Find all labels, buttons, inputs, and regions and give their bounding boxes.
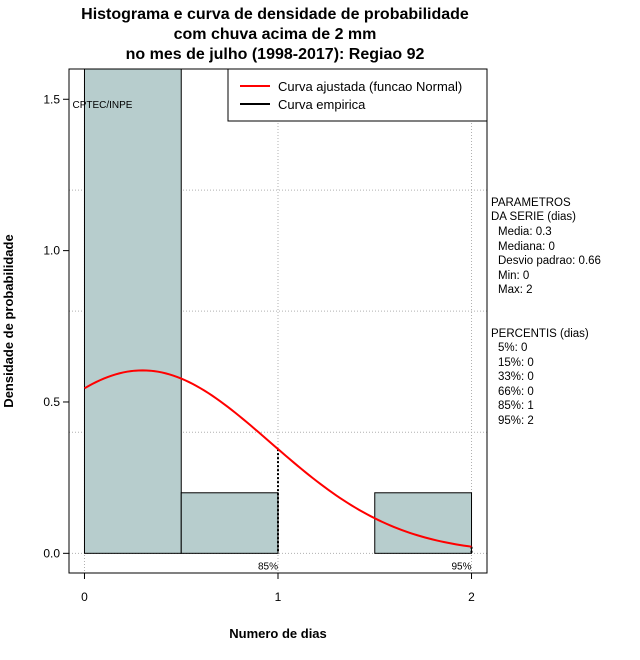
legend-box: [227, 68, 488, 122]
parameter-line-4: Max: 2: [498, 284, 533, 297]
chart-title-line-3: no mes de julho (1998-2017): Regiao 92: [125, 46, 425, 63]
legend-fitted-label: Curva ajustada (funcao Normal): [278, 79, 462, 94]
x-tick-label-1: 1: [275, 590, 282, 604]
percentile-line-3: 66%: 0: [498, 385, 534, 398]
percentile-line-4: 85%: 1: [498, 400, 534, 413]
chart-title-line-2: com chuva acima de 2 mm: [173, 26, 377, 43]
legend-empirical-label: Curva empirica: [278, 97, 366, 112]
parameters-header-1: PARAMETROS: [491, 197, 571, 209]
percentile-line-1: 15%: 0: [498, 356, 534, 369]
percentile-line-0: 5%: 0: [498, 342, 528, 354]
parameter-line-0: Media: 0.3: [498, 226, 552, 238]
x-tick-label-2: 2: [468, 590, 475, 604]
y-tick-label-1: 0.5: [43, 395, 60, 409]
parameters-header-2: DA SERIE (dias): [491, 211, 576, 223]
y-tick-label-3: 1.5: [43, 92, 60, 106]
percentile-marker-label-0: 85%: [258, 561, 278, 572]
parameter-line-1: Mediana: 0: [498, 240, 555, 253]
x-tick-label-0: 0: [81, 590, 88, 604]
parameter-line-2: Desvio padrao: 0.66: [498, 255, 601, 268]
chart-title-line-1: Histograma e curva de densidade de proba…: [81, 6, 469, 23]
y-tick-label-0: 0.0: [43, 546, 60, 560]
y-tick-label-2: 1.0: [43, 244, 60, 258]
histogram-bar-0: [83, 68, 182, 554]
percentile-line-5: 95%: 2: [498, 415, 534, 427]
x-axis-title: Numero de dias: [229, 626, 327, 641]
percentile-marker-label-1: 95%: [452, 561, 472, 572]
normal-fit-curve: [83, 369, 472, 548]
histogram-bar-1: [180, 492, 279, 554]
percentiles-header: PERCENTIS (dias): [491, 328, 589, 340]
parameter-line-3: Min: 0: [498, 269, 530, 282]
percentile-line-2: 33%: 0: [498, 371, 534, 384]
y-axis-title: Densidade de probabilidade: [1, 234, 16, 407]
watermark-label: CPTEC/INPE: [72, 100, 132, 111]
